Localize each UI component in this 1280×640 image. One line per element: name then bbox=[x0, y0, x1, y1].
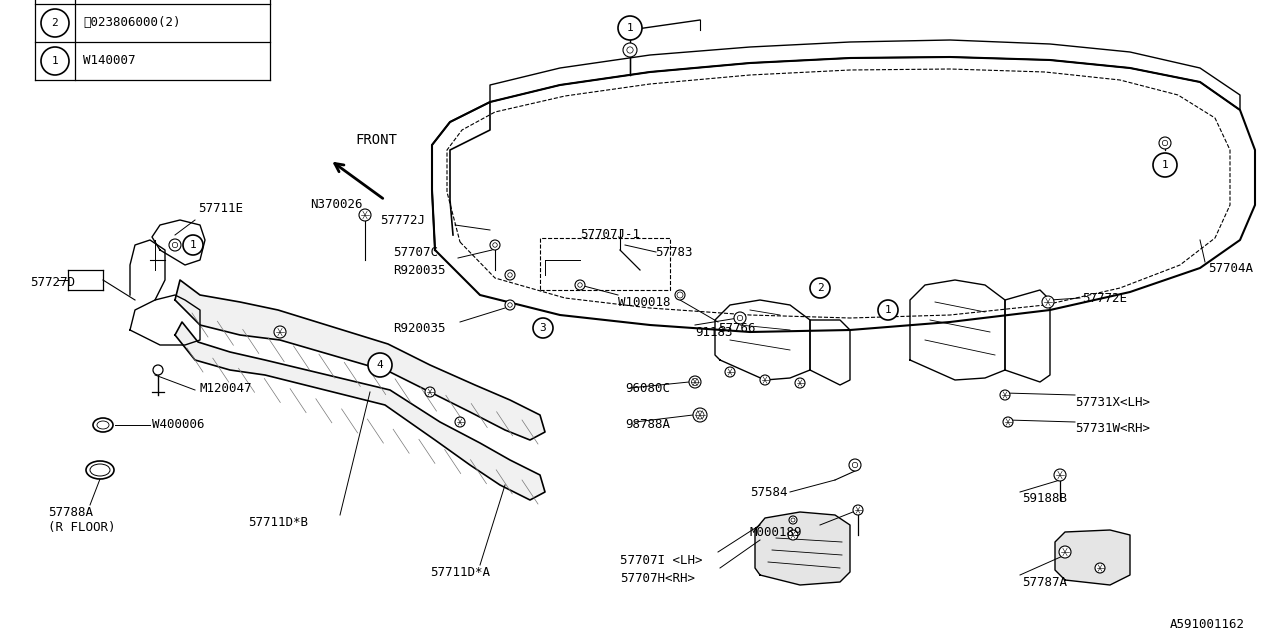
Circle shape bbox=[490, 240, 500, 250]
Polygon shape bbox=[175, 322, 545, 500]
Circle shape bbox=[1059, 546, 1071, 558]
Circle shape bbox=[41, 9, 69, 37]
Circle shape bbox=[878, 300, 899, 320]
Text: R920035: R920035 bbox=[393, 321, 445, 335]
Text: M120047: M120047 bbox=[200, 381, 252, 394]
Text: N370026: N370026 bbox=[310, 198, 362, 211]
Circle shape bbox=[532, 318, 553, 338]
Text: 57731X<LH>: 57731X<LH> bbox=[1075, 396, 1149, 408]
Text: 3: 3 bbox=[540, 323, 547, 333]
Circle shape bbox=[788, 530, 797, 540]
Circle shape bbox=[506, 270, 515, 280]
Circle shape bbox=[274, 326, 285, 338]
Circle shape bbox=[795, 378, 805, 388]
Text: 1: 1 bbox=[51, 56, 59, 66]
Circle shape bbox=[675, 290, 685, 300]
Text: W400006: W400006 bbox=[152, 419, 205, 431]
Circle shape bbox=[154, 365, 163, 375]
Circle shape bbox=[788, 516, 797, 524]
Text: 91183: 91183 bbox=[695, 326, 732, 339]
Text: 2: 2 bbox=[817, 283, 823, 293]
Circle shape bbox=[1153, 153, 1178, 177]
Text: W140007: W140007 bbox=[83, 54, 136, 67]
Ellipse shape bbox=[86, 461, 114, 479]
Text: 57731W<RH>: 57731W<RH> bbox=[1075, 422, 1149, 435]
Circle shape bbox=[810, 278, 829, 298]
Text: 57772J: 57772J bbox=[380, 214, 425, 227]
Circle shape bbox=[623, 43, 637, 57]
Circle shape bbox=[852, 505, 863, 515]
Circle shape bbox=[733, 312, 746, 324]
Circle shape bbox=[692, 408, 707, 422]
Text: 1: 1 bbox=[1162, 160, 1169, 170]
Text: R920035: R920035 bbox=[393, 264, 445, 276]
Text: ⓝ023806000(2): ⓝ023806000(2) bbox=[83, 17, 180, 29]
Text: 59188B: 59188B bbox=[1021, 492, 1068, 504]
Circle shape bbox=[1042, 296, 1053, 308]
Circle shape bbox=[369, 353, 392, 377]
Text: 57711D*B: 57711D*B bbox=[248, 515, 308, 529]
Text: A591001162: A591001162 bbox=[1170, 618, 1245, 632]
Circle shape bbox=[358, 209, 371, 221]
Text: 57704A: 57704A bbox=[1208, 262, 1253, 275]
Text: 57765C <RH>: 57765C <RH> bbox=[83, 0, 165, 1]
Circle shape bbox=[1053, 469, 1066, 481]
Text: FRONT: FRONT bbox=[355, 133, 397, 147]
Circle shape bbox=[1158, 137, 1171, 149]
Circle shape bbox=[1004, 417, 1012, 427]
Circle shape bbox=[760, 375, 771, 385]
Ellipse shape bbox=[93, 418, 113, 432]
Text: 57711D*A: 57711D*A bbox=[430, 566, 490, 579]
Text: 57707C: 57707C bbox=[393, 246, 438, 259]
Circle shape bbox=[575, 280, 585, 290]
Circle shape bbox=[425, 387, 435, 397]
Circle shape bbox=[1000, 390, 1010, 400]
Circle shape bbox=[41, 47, 69, 75]
Circle shape bbox=[618, 16, 643, 40]
Text: 1: 1 bbox=[627, 23, 634, 33]
Text: 57783: 57783 bbox=[655, 246, 692, 259]
Text: 57788A: 57788A bbox=[49, 506, 93, 518]
Circle shape bbox=[689, 376, 701, 388]
Text: (R FLOOR): (R FLOOR) bbox=[49, 522, 115, 534]
Circle shape bbox=[506, 300, 515, 310]
Text: 57772E: 57772E bbox=[1082, 291, 1126, 305]
Text: 57766: 57766 bbox=[718, 321, 755, 335]
Circle shape bbox=[724, 367, 735, 377]
Circle shape bbox=[454, 417, 465, 427]
Text: 57707I <LH>: 57707I <LH> bbox=[620, 554, 703, 566]
Polygon shape bbox=[1055, 530, 1130, 585]
Circle shape bbox=[183, 235, 204, 255]
Text: 1: 1 bbox=[884, 305, 891, 315]
Text: 57727D: 57727D bbox=[29, 275, 76, 289]
Circle shape bbox=[169, 239, 180, 251]
Text: 57707J-1: 57707J-1 bbox=[580, 228, 640, 241]
Text: 57584: 57584 bbox=[750, 486, 787, 499]
Text: 4: 4 bbox=[376, 360, 384, 370]
Text: W100018: W100018 bbox=[618, 296, 671, 308]
Circle shape bbox=[1094, 563, 1105, 573]
Text: 2: 2 bbox=[51, 18, 59, 28]
Text: 57711E: 57711E bbox=[198, 202, 243, 214]
Text: 57707H<RH>: 57707H<RH> bbox=[620, 572, 695, 584]
Polygon shape bbox=[755, 512, 850, 585]
Text: 96080C: 96080C bbox=[625, 381, 669, 394]
Circle shape bbox=[849, 459, 861, 471]
Text: 98788A: 98788A bbox=[625, 419, 669, 431]
Polygon shape bbox=[175, 280, 545, 440]
Text: 1: 1 bbox=[189, 240, 196, 250]
Text: 57787A: 57787A bbox=[1021, 575, 1068, 589]
Bar bbox=[540, 238, 669, 290]
Text: M000189: M000189 bbox=[750, 525, 803, 538]
